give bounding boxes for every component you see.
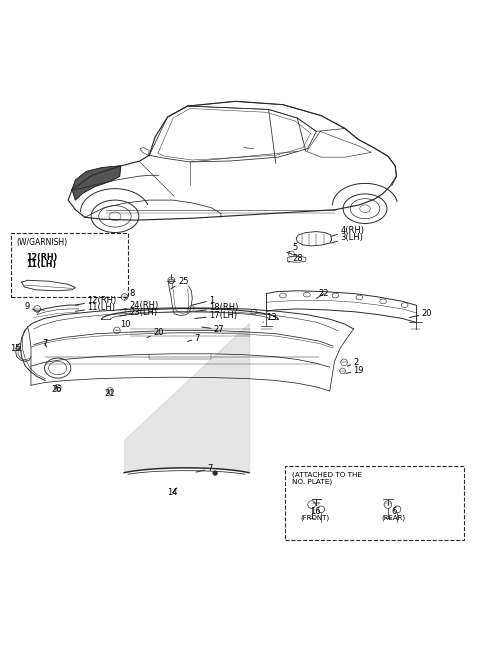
Text: 20: 20 xyxy=(409,309,432,318)
Text: 7: 7 xyxy=(42,338,48,348)
Text: (FRONT): (FRONT) xyxy=(301,515,330,522)
Text: 22: 22 xyxy=(316,289,329,298)
Text: 12(RH): 12(RH) xyxy=(26,253,58,262)
Text: 25: 25 xyxy=(171,277,189,289)
Text: 17(LH): 17(LH) xyxy=(195,311,237,320)
Text: 3(LH): 3(LH) xyxy=(331,233,363,243)
Text: 8: 8 xyxy=(124,289,135,299)
Text: 21: 21 xyxy=(104,390,115,398)
Text: 9: 9 xyxy=(24,302,37,312)
Text: 2: 2 xyxy=(348,358,359,367)
Text: 28: 28 xyxy=(288,255,303,263)
Text: 11(LH): 11(LH) xyxy=(26,260,57,269)
Text: 14: 14 xyxy=(168,488,178,497)
Text: 19: 19 xyxy=(346,367,364,375)
Text: 12(RH): 12(RH) xyxy=(75,296,117,305)
Circle shape xyxy=(213,471,217,476)
Text: (ATTACHED TO THE: (ATTACHED TO THE xyxy=(292,471,362,478)
Text: 27: 27 xyxy=(202,325,224,334)
Text: 20: 20 xyxy=(147,328,164,338)
Text: 23(LH): 23(LH) xyxy=(120,308,157,317)
Text: 10: 10 xyxy=(117,319,130,331)
Text: NO. PLATE): NO. PLATE) xyxy=(292,478,333,485)
Text: (W/GARNISH): (W/GARNISH) xyxy=(17,238,68,247)
Polygon shape xyxy=(72,166,120,200)
Text: 5: 5 xyxy=(288,243,298,253)
Text: 4(RH): 4(RH) xyxy=(331,226,364,236)
Text: 24(RH): 24(RH) xyxy=(120,300,158,310)
Text: 26: 26 xyxy=(51,384,62,394)
Text: 15: 15 xyxy=(10,344,22,352)
Text: 18(RH): 18(RH) xyxy=(195,304,239,312)
Text: 7: 7 xyxy=(196,464,213,473)
Text: 11(LH): 11(LH) xyxy=(75,303,115,312)
Text: 6: 6 xyxy=(391,507,396,516)
Text: 1: 1 xyxy=(192,296,214,305)
Text: 16: 16 xyxy=(310,507,321,516)
Text: (REAR): (REAR) xyxy=(382,515,406,522)
Text: 7: 7 xyxy=(188,334,200,343)
Text: 13: 13 xyxy=(263,313,277,322)
